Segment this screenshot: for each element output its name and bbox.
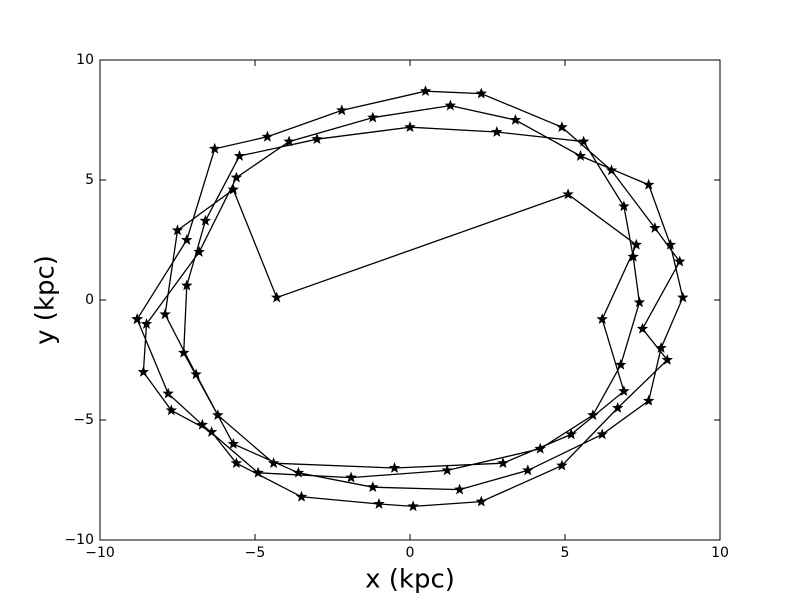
marker bbox=[159, 308, 171, 320]
marker bbox=[227, 438, 240, 449]
marker bbox=[642, 394, 655, 406]
marker bbox=[295, 490, 308, 502]
y-axis-label: y (kpc) bbox=[31, 255, 61, 345]
marker bbox=[618, 200, 630, 212]
y-tick-label: 0 bbox=[85, 292, 94, 308]
marker bbox=[193, 246, 205, 257]
marker bbox=[404, 121, 416, 133]
marker bbox=[311, 133, 323, 145]
marker bbox=[165, 404, 178, 416]
x-tick-label: 0 bbox=[406, 545, 415, 561]
y-tick-label: −10 bbox=[64, 532, 94, 548]
marker bbox=[577, 135, 590, 147]
marker bbox=[636, 322, 649, 334]
marker bbox=[453, 483, 466, 495]
y-tick-label: 5 bbox=[85, 172, 94, 188]
marker bbox=[292, 466, 305, 478]
marker bbox=[574, 150, 587, 161]
marker bbox=[497, 457, 509, 469]
plot-frame bbox=[99, 59, 721, 541]
marker bbox=[633, 296, 646, 308]
x-tick-label: 5 bbox=[561, 545, 570, 561]
marker bbox=[230, 171, 243, 183]
marker bbox=[177, 346, 190, 358]
marker bbox=[475, 495, 488, 507]
marker bbox=[673, 255, 686, 267]
marker bbox=[261, 130, 274, 142]
x-tick-label: 10 bbox=[711, 545, 729, 561]
marker bbox=[181, 234, 193, 245]
marker bbox=[367, 111, 379, 123]
x-tick-label: −5 bbox=[245, 545, 266, 561]
marker bbox=[345, 471, 357, 483]
marker bbox=[677, 291, 689, 303]
marker bbox=[233, 150, 246, 161]
marker bbox=[267, 457, 280, 469]
marker bbox=[627, 250, 639, 262]
marker bbox=[649, 222, 661, 233]
marker bbox=[562, 188, 574, 200]
marker bbox=[137, 366, 150, 377]
marker bbox=[162, 387, 174, 399]
marker bbox=[556, 121, 568, 133]
marker bbox=[618, 385, 630, 397]
marker bbox=[655, 342, 667, 353]
marker bbox=[181, 279, 193, 291]
marker bbox=[556, 459, 568, 471]
marker bbox=[131, 313, 143, 325]
marker bbox=[367, 481, 379, 493]
marker bbox=[534, 442, 546, 454]
marker bbox=[199, 214, 212, 226]
marker bbox=[283, 135, 295, 147]
marker bbox=[664, 238, 677, 250]
marker bbox=[190, 368, 202, 380]
marker bbox=[587, 409, 599, 421]
marker bbox=[661, 354, 674, 365]
marker bbox=[444, 99, 457, 111]
marker bbox=[230, 457, 243, 469]
marker bbox=[642, 178, 655, 190]
marker bbox=[140, 318, 153, 329]
x-axis-label: x (kpc) bbox=[365, 565, 455, 595]
marker bbox=[509, 114, 522, 125]
marker bbox=[336, 104, 348, 116]
marker bbox=[407, 500, 419, 512]
marker bbox=[615, 358, 627, 370]
marker bbox=[441, 464, 453, 476]
marker bbox=[388, 462, 401, 473]
marker bbox=[227, 183, 240, 195]
marker bbox=[630, 238, 643, 250]
marker bbox=[270, 291, 283, 303]
marker bbox=[611, 402, 624, 413]
marker bbox=[252, 466, 264, 478]
marker bbox=[491, 126, 503, 137]
y-tick-label: −5 bbox=[73, 412, 94, 428]
marker bbox=[596, 428, 608, 440]
marker bbox=[596, 313, 608, 325]
marker bbox=[419, 85, 432, 97]
marker bbox=[565, 428, 577, 440]
marker bbox=[196, 418, 209, 430]
marker bbox=[208, 142, 221, 154]
marker bbox=[205, 426, 218, 437]
marker bbox=[212, 409, 224, 421]
marker bbox=[373, 498, 385, 509]
marker bbox=[522, 464, 534, 476]
marker bbox=[475, 87, 488, 99]
y-tick-label: 10 bbox=[76, 52, 94, 68]
marker bbox=[171, 224, 184, 236]
marker bbox=[605, 164, 618, 176]
series-line bbox=[136, 90, 684, 508]
x-tick-label: −10 bbox=[85, 545, 115, 561]
